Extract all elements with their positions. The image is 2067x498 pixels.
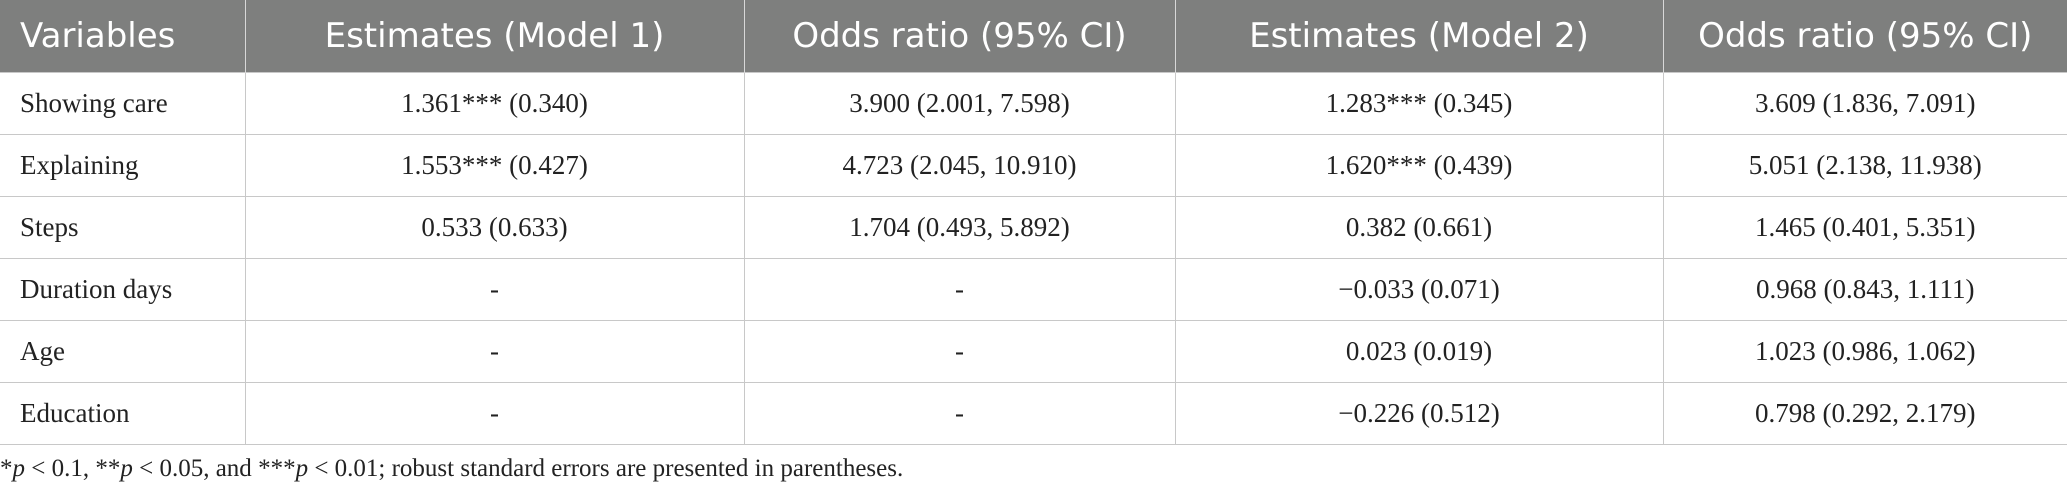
row-variable: Age xyxy=(0,320,246,383)
estimate-model-1: - xyxy=(244,258,745,321)
footnote-p-symbol: p xyxy=(120,455,133,482)
header-estimates-model-2: Estimates (Model 2) xyxy=(1174,0,1663,73)
table-row: Steps 0.533 (0.633) 1.704 (0.493, 5.892)… xyxy=(0,196,2067,259)
footnote-text: < 0.05, and xyxy=(132,455,259,482)
header-variables: Variables xyxy=(0,0,245,73)
odds-ratio-model-2: 0.968 (0.843, 1.111) xyxy=(1662,258,2067,321)
estimate-model-2: 1.620*** (0.439) xyxy=(1174,134,1664,197)
table-row: Duration days - - −0.033 (0.071) 0.968 (… xyxy=(0,258,2067,321)
table-row: Showing care 1.361*** (0.340) 3.900 (2.0… xyxy=(0,72,2067,135)
footnote-p-symbol: p xyxy=(295,455,309,482)
odds-ratio-model-2: 5.051 (2.138, 11.938) xyxy=(1662,134,2067,197)
header-estimates-model-1: Estimates (Model 1) xyxy=(244,0,744,73)
odds-ratio-model-2: 1.465 (0.401, 5.351) xyxy=(1662,196,2067,259)
regression-table-container: Variables Estimates (Model 1) Odds ratio… xyxy=(0,0,2067,445)
table-footnote: *p < 0.1, **p < 0.05, and ***p < 0.01; r… xyxy=(0,455,903,483)
row-variable: Steps xyxy=(0,196,246,259)
row-variable: Education xyxy=(0,382,246,445)
footnote-mark: ** xyxy=(95,455,121,482)
row-variable: Explaining xyxy=(0,134,246,197)
table-row: Education - - −0.226 (0.512) 0.798 (0.29… xyxy=(0,382,2067,445)
estimate-model-1: - xyxy=(244,320,745,383)
odds-ratio-model-1: - xyxy=(743,258,1176,321)
table-row: Explaining 1.553*** (0.427) 4.723 (2.045… xyxy=(0,134,2067,197)
odds-ratio-model-1: - xyxy=(743,320,1176,383)
row-variable: Showing care xyxy=(0,72,246,135)
footnote-mark: * xyxy=(0,455,13,482)
estimate-model-2: 0.382 (0.661) xyxy=(1174,196,1664,259)
footnote-text: < 0.1, xyxy=(25,455,96,482)
estimate-model-1: 1.553*** (0.427) xyxy=(244,134,745,197)
estimate-model-2: 0.023 (0.019) xyxy=(1174,320,1664,383)
estimate-model-1: - xyxy=(244,382,745,445)
header-odds-ratio-model-1: Odds ratio (95% CI) xyxy=(743,0,1175,73)
odds-ratio-model-1: - xyxy=(743,382,1176,445)
estimate-model-2: 1.283*** (0.345) xyxy=(1174,72,1664,135)
estimate-model-1: 0.533 (0.633) xyxy=(244,196,745,259)
odds-ratio-model-2: 3.609 (1.836, 7.091) xyxy=(1662,72,2067,135)
odds-ratio-model-1: 4.723 (2.045, 10.910) xyxy=(743,134,1176,197)
footnote-mark: *** xyxy=(258,455,296,482)
estimate-model-2: −0.226 (0.512) xyxy=(1174,382,1664,445)
odds-ratio-model-1: 1.704 (0.493, 5.892) xyxy=(743,196,1176,259)
odds-ratio-model-2: 1.023 (0.986, 1.062) xyxy=(1662,320,2067,383)
table-header-row: Variables Estimates (Model 1) Odds ratio… xyxy=(0,0,2067,73)
table-row: Age - - 0.023 (0.019) 1.023 (0.986, 1.06… xyxy=(0,320,2067,383)
regression-table: Variables Estimates (Model 1) Odds ratio… xyxy=(0,0,2067,445)
row-variable: Duration days xyxy=(0,258,246,321)
footnote-text: < 0.01; robust standard errors are prese… xyxy=(308,455,904,482)
estimate-model-1: 1.361*** (0.340) xyxy=(244,72,745,135)
header-odds-ratio-model-2: Odds ratio (95% CI) xyxy=(1662,0,2067,73)
estimate-model-2: −0.033 (0.071) xyxy=(1174,258,1664,321)
odds-ratio-model-2: 0.798 (0.292, 2.179) xyxy=(1662,382,2067,445)
odds-ratio-model-1: 3.900 (2.001, 7.598) xyxy=(743,72,1176,135)
footnote-p-symbol: p xyxy=(12,455,26,482)
